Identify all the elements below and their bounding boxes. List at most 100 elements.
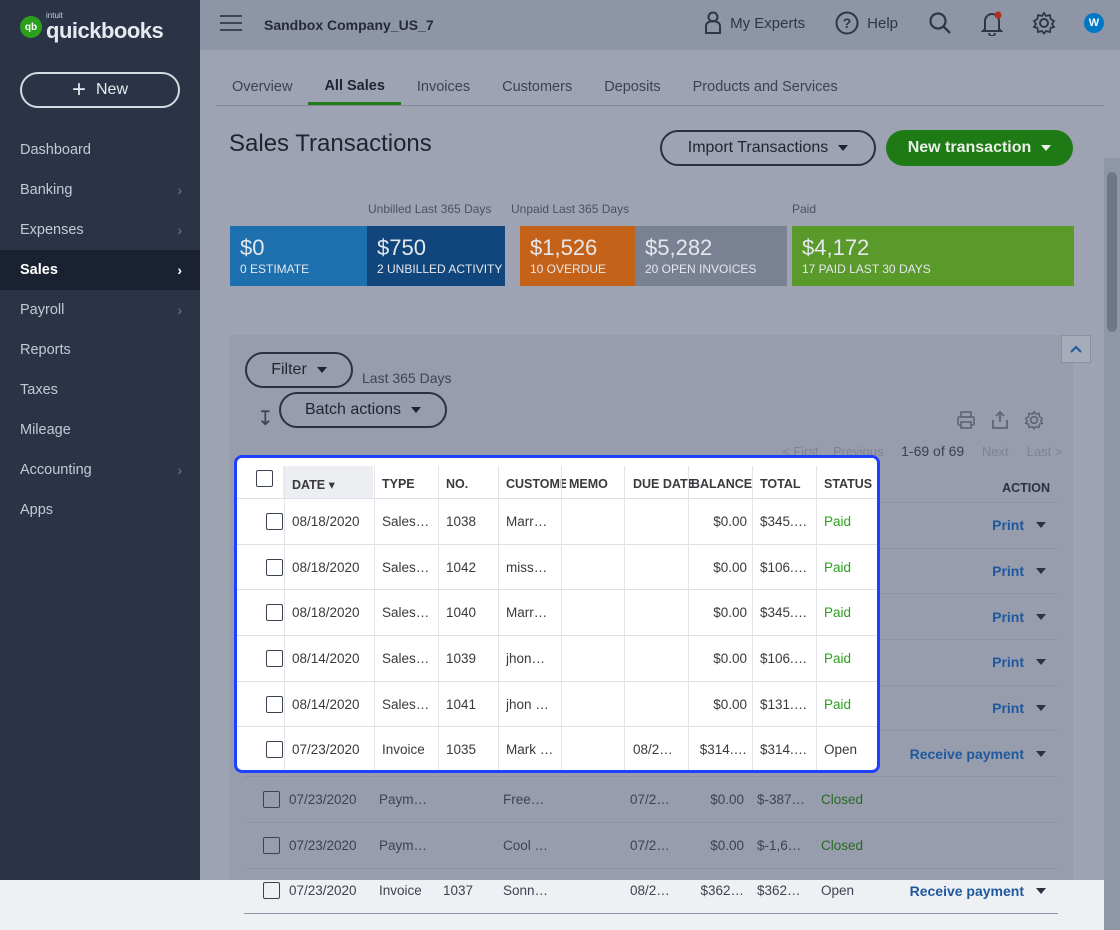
caret-down-icon[interactable] [1036,568,1046,575]
sidebar-item-apps[interactable]: Apps [0,490,200,530]
my-experts-label: My Experts [730,14,806,32]
action-label: Print [992,700,1024,717]
row-checkbox[interactable] [263,882,280,900]
sort-arrow-icon[interactable]: ↧ [257,408,274,430]
batch-actions-button[interactable]: Batch actions [279,392,447,428]
pager-next[interactable]: Next [981,444,1009,459]
cell-date: 08/14/2020 [292,696,360,712]
cell-total: $-387… [757,791,806,807]
cell-date: 07/23/2020 [292,742,360,758]
unbilled-activity-tile[interactable]: $750 2 UNBILLED ACTIVITY [367,226,505,286]
print-action[interactable]: Print [992,700,1046,716]
avatar[interactable]: W [1084,13,1104,33]
row-checkbox[interactable] [263,790,280,808]
scrollbar-thumb[interactable] [1107,172,1117,332]
cell-type: Sales… [382,605,430,621]
open-invoices-tile[interactable]: $5,282 20 OPEN INVOICES [635,226,787,286]
date-range-label: Last 365 Days [362,370,452,386]
column-header-duedate[interactable]: DUE DATE [633,477,693,491]
tab-products-and-services[interactable]: Products and Services [692,79,838,95]
new-transaction-button[interactable]: New transaction [886,130,1073,166]
estimate-tile[interactable]: $0 0 ESTIMATE [230,226,367,286]
collapse-button[interactable] [1061,335,1091,363]
gear-icon[interactable] [1032,11,1056,35]
overdue-tile[interactable]: $1,526 10 OVERDUE [520,226,635,286]
sidebar-item-mileage[interactable]: Mileage [0,410,200,450]
table-row[interactable]: 07/23/2020 Paym… Free… 07/2… $0.00 $-387… Clos… [244,777,1058,823]
row-checkbox[interactable] [263,836,280,854]
tab-overview[interactable]: Overview [232,79,293,95]
column-header-no[interactable]: NO. [446,477,469,491]
sidebar-item-sales[interactable]: Sales › [0,250,200,290]
help-link[interactable]: ? Help [835,11,898,35]
notification-bell-icon[interactable] [980,10,1004,36]
table-row[interactable]: 08/18/2020 Sales… 1040 Marr… $0.00 $345.… Paid [237,590,877,637]
table-row[interactable]: 08/18/2020 Sales… 1042 miss… $0.00 $106.… Paid [237,545,877,591]
print-action[interactable]: Print [992,517,1046,533]
print-icon[interactable] [956,410,976,430]
new-button[interactable]: + New [20,72,180,108]
export-icon[interactable] [990,410,1010,430]
tab-deposits[interactable]: Deposits [604,79,661,95]
pager-last[interactable]: Last > [1026,444,1063,459]
row-checkbox[interactable] [266,649,283,667]
sidebar-item-taxes[interactable]: Taxes [0,370,200,410]
table-row[interactable]: 07/23/2020 Invoice 1035 Mark … 08/2… $314.… $3… [237,727,877,770]
print-action[interactable]: Print [992,609,1046,625]
receive-payment-action[interactable]: Receive payment [910,883,1046,899]
plus-icon: + [71,76,86,103]
tab-invoices[interactable]: Invoices [416,79,471,95]
table-row[interactable]: 08/14/2020 Sales… 1041 jhon … $0.00 $131.… Pai… [237,682,877,728]
scrollbar[interactable] [1104,158,1120,930]
cell-status: Closed [821,791,864,807]
hamburger-menu-icon[interactable] [220,15,242,36]
caret-down-icon[interactable] [1036,705,1046,712]
sidebar-item-expenses[interactable]: Expenses › [0,210,200,250]
search-icon[interactable] [928,11,952,35]
row-checkbox[interactable] [266,695,283,713]
sidebar-item-reports[interactable]: Reports [0,330,200,370]
paid-amount: $4,172 [802,235,870,260]
caret-down-icon[interactable] [1036,613,1046,620]
quickbooks-logo[interactable]: qb intuit quickbooks [20,12,164,42]
filter-label: Filter [271,361,307,378]
column-header-date[interactable]: DATE ▾ [292,478,335,492]
print-action[interactable]: Print [992,563,1046,579]
qb-logo-icon: qb [20,16,42,38]
caret-down-icon[interactable] [1036,750,1046,757]
my-experts-link[interactable]: My Experts [704,11,805,35]
tab-customers[interactable]: Customers [502,79,573,95]
sidebar-item-accounting[interactable]: Accounting › [0,450,200,490]
sidebar-item-banking[interactable]: Banking › [0,170,200,210]
import-transactions-button[interactable]: Import Transactions [660,130,876,166]
sidebar-item-dashboard[interactable]: Dashboard [0,130,200,170]
caret-down-icon[interactable] [1036,659,1046,666]
sidebar-item-payroll[interactable]: Payroll › [0,290,200,330]
caret-down-icon[interactable] [1036,522,1046,529]
row-checkbox[interactable] [266,741,283,759]
pager-range: 1-69 of 69 [901,443,965,459]
column-header-total[interactable]: TOTAL [760,477,801,491]
row-checkbox[interactable] [266,558,283,576]
column-header-status[interactable]: STATUS [824,477,873,491]
table-row[interactable]: 07/23/2020 Invoice 1037 Sonn… 08/2… $362… $362… [244,869,1058,915]
table-row[interactable]: 08/14/2020 Sales… 1039 jhon… $0.00 $106.… Paid [237,636,877,682]
filter-button[interactable]: Filter [245,352,353,388]
column-header-memo[interactable]: MEMO [569,477,608,491]
receive-payment-action[interactable]: Receive payment [910,746,1046,762]
column-header-customer[interactable]: CUSTOMER [506,477,566,491]
column-header-type[interactable]: TYPE [382,477,415,491]
select-all-checkbox[interactable] [256,469,273,487]
table-row[interactable]: 08/18/2020 Sales… 1038 Marr… $0.00 $345.… Paid [237,499,877,545]
column-header-balance[interactable]: BALANCE [691,477,752,491]
caret-down-icon[interactable] [1036,887,1046,894]
table-row[interactable]: 07/23/2020 Paym… Cool … 07/2… $0.00 $-1,6… Clo… [244,823,1058,869]
paid-tile[interactable]: $4,172 17 PAID LAST 30 DAYS [792,226,1074,286]
row-checkbox[interactable] [266,512,283,530]
settings-gear-icon[interactable] [1024,410,1044,430]
tab-all-sales[interactable]: All Sales [308,78,401,105]
open-invoices-sub: 20 OPEN INVOICES [645,262,757,276]
cell-type: Sales… [382,559,430,575]
row-checkbox[interactable] [266,604,283,622]
print-action[interactable]: Print [992,654,1046,670]
